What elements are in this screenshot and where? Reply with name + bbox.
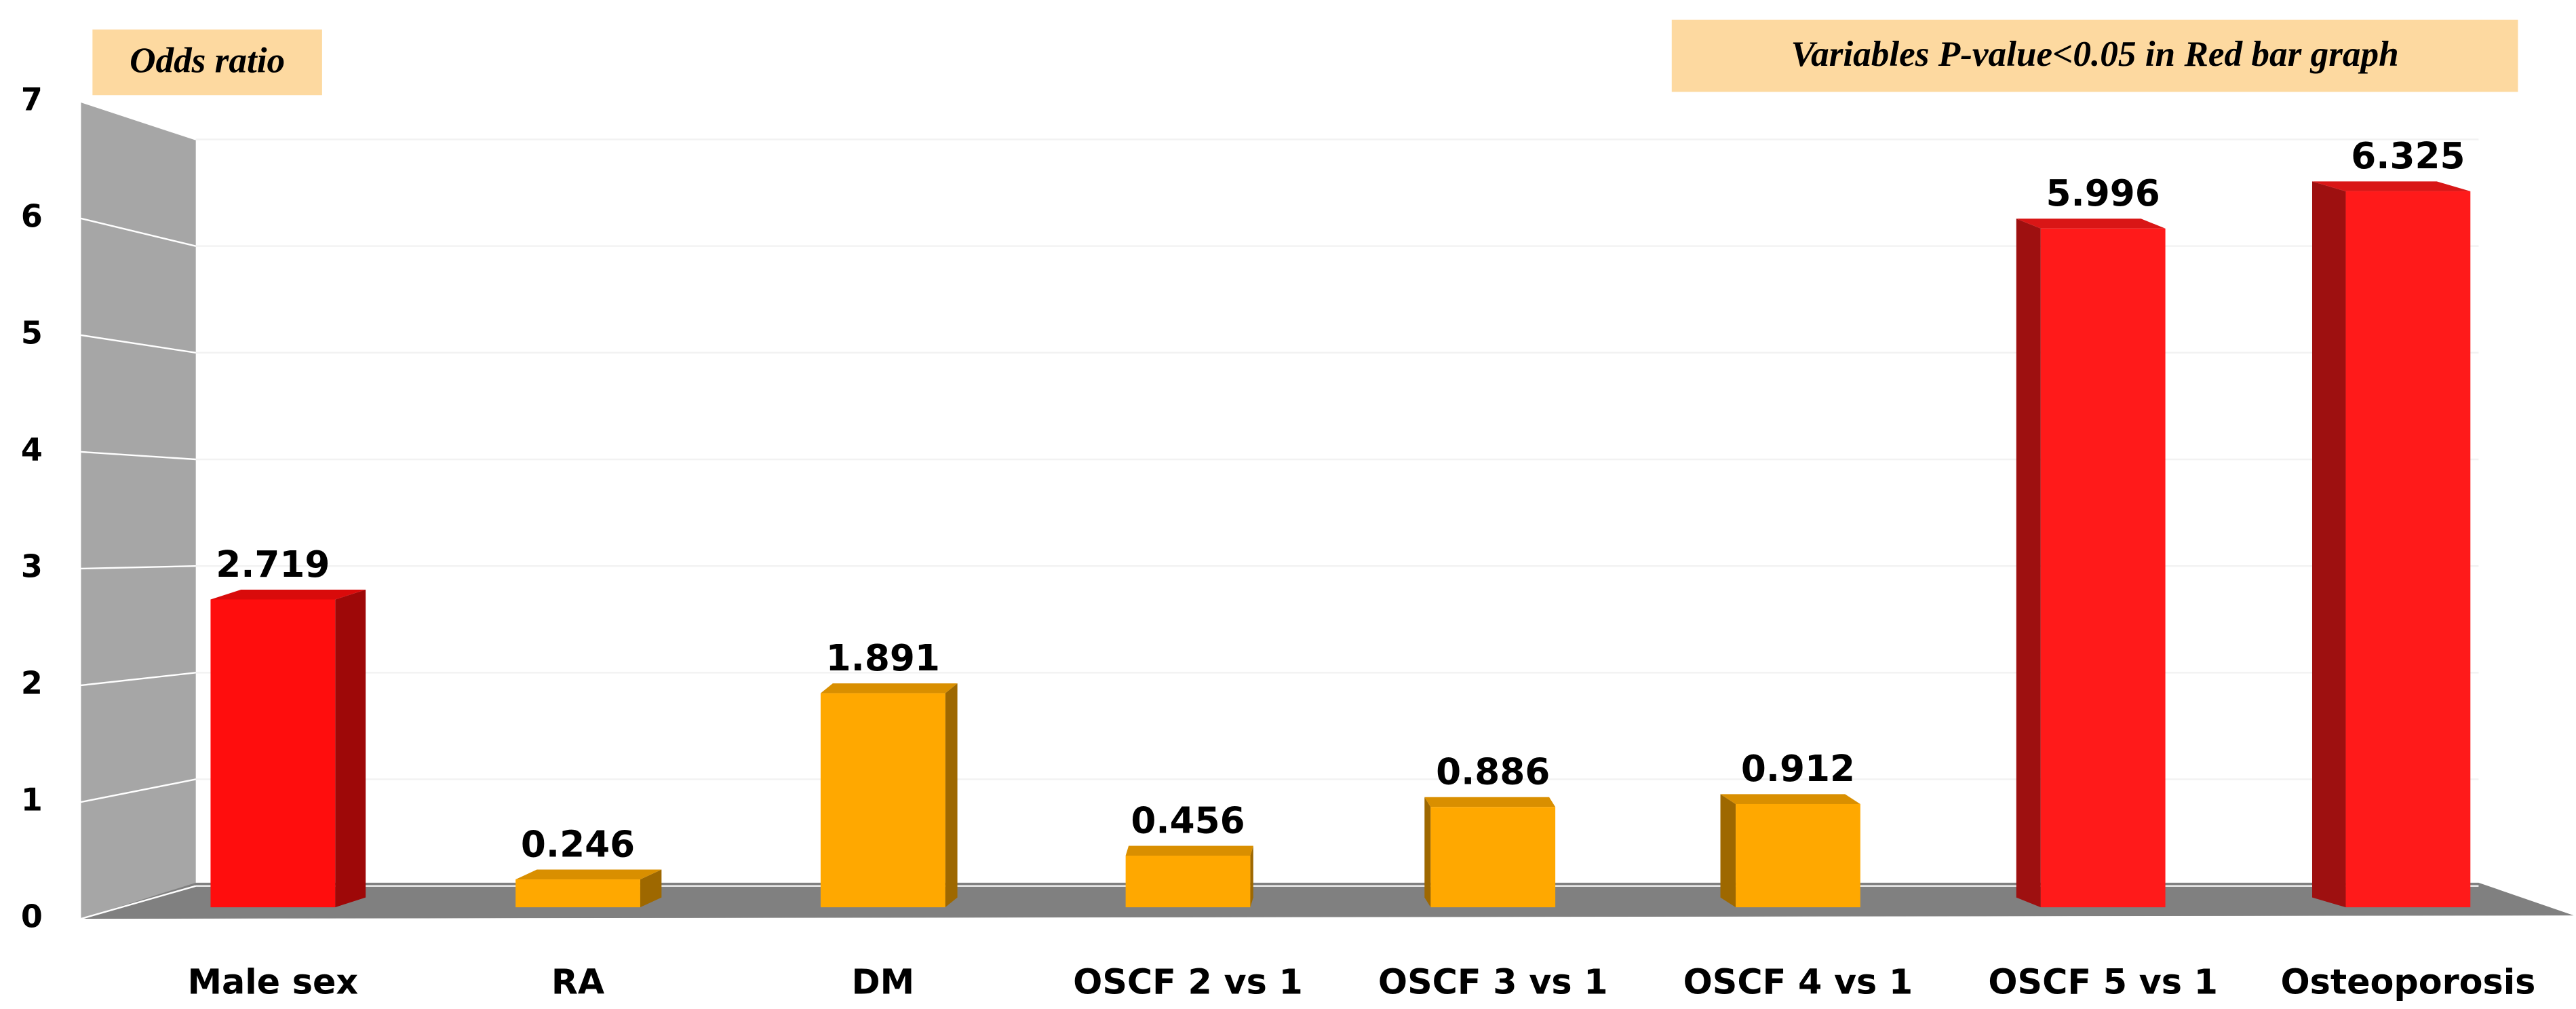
x-tick-label: OSCF 4 vs 1 [1683,962,1913,1002]
bar-side [2016,218,2041,908]
grid-line [81,672,196,687]
bar [820,693,945,908]
y-tick-label: 1 [21,782,43,818]
grid-line [81,885,197,920]
grid-line [81,565,196,570]
y-tick-label: 7 [21,81,43,117]
grid-line [81,778,196,803]
annotation: Variables P-value<0.05 in Red bar graph [1791,34,2399,74]
grid-line [81,100,197,140]
bar-top [2311,181,2471,191]
value-label: 6.325 [2351,135,2465,177]
bar-side [1720,794,1736,908]
bar [210,599,336,908]
value-label: 0.886 [1436,751,1550,793]
bar-top [2016,218,2166,229]
bar-top [1424,797,1556,807]
x-tick-label: Osteoporosis [2280,962,2535,1002]
y-tick-label: 4 [21,431,43,468]
grid-line [81,217,196,247]
note-box [92,29,322,96]
value-label: 2.719 [216,544,330,586]
y-tick-label: 3 [21,548,43,584]
value-label: 5.996 [2046,172,2160,214]
bar-side [1424,797,1431,908]
grid-line [81,451,196,461]
value-label: 0.456 [1131,799,1245,841]
x-tick-label: DM [851,962,914,1002]
value-label: 0.912 [1741,748,1855,790]
y-tick-label: 6 [21,197,43,234]
bar [2345,191,2471,908]
y-tick-label: 2 [21,664,43,701]
bar-top [1125,845,1253,856]
x-tick-label: OSCF 5 vs 1 [1988,962,2218,1002]
x-tick-label: OSCF 2 vs 1 [1073,962,1303,1002]
bar-top [210,589,366,600]
value-label: 1.891 [826,637,940,679]
bar-top [1720,794,1860,804]
note-box [1671,20,2518,92]
annotation: Odds ratio [130,41,285,81]
y-tick-label: 5 [21,314,43,351]
bar-side [335,589,366,908]
bar-top [820,683,958,693]
floor [81,882,2574,919]
grid-line [81,334,196,354]
bar [515,879,640,908]
bar [1125,856,1251,908]
bar [1736,803,1860,908]
bar-side [640,869,662,908]
y-tick-label: 0 [21,898,43,935]
x-tick-label: Male sex [187,962,358,1002]
x-tick-label: OSCF 3 vs 1 [1378,962,1608,1002]
bar-side [1250,845,1253,908]
value-label: 0.246 [521,823,635,865]
bar [1430,807,1556,908]
side-wall [81,101,196,919]
bar [2040,228,2166,908]
bar-side [2311,181,2346,908]
x-tick-label: RA [551,962,605,1002]
bar-top [515,869,662,880]
bar-side [945,683,958,908]
